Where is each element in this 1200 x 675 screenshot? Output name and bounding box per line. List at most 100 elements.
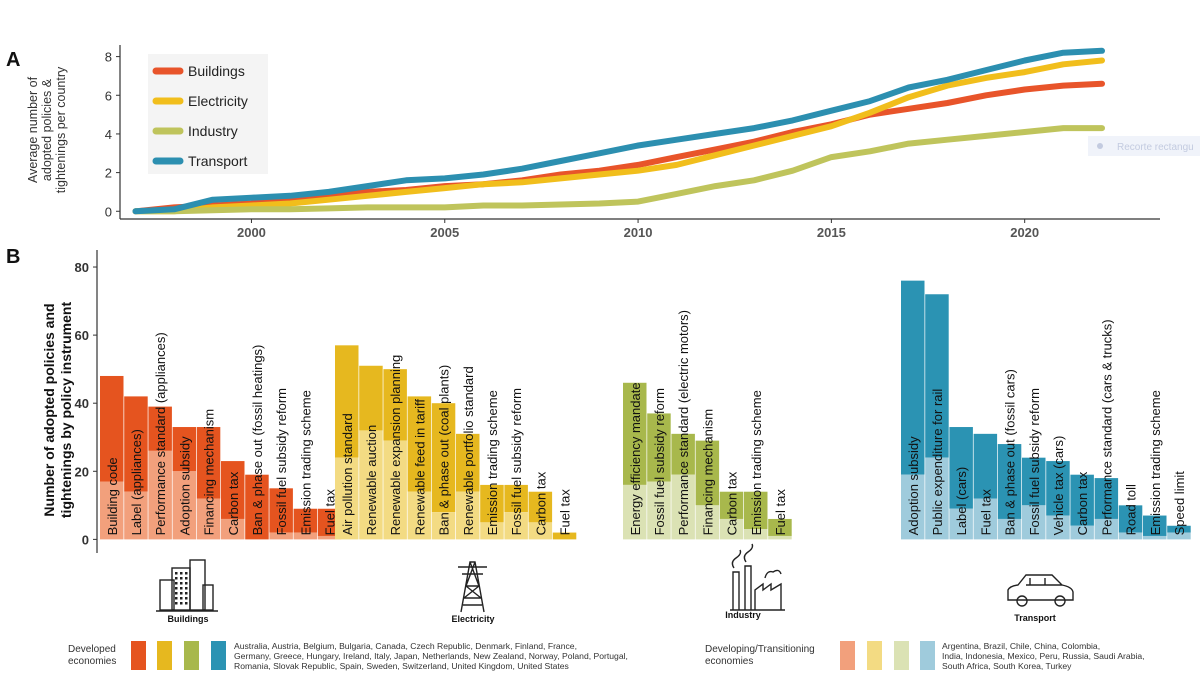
developing-countries-line-2: India, Indonesia, Mexico, Peru, Russia, … [942,651,1145,661]
bar-label-industry-performance-standard-electric-motors: Performance standard (electric motors) [676,310,691,535]
developed-swatch-buildings [131,641,146,670]
bar-label-electricity-fossil-fuel-subsidy-reform: Fossil fuel subsidy reform [509,388,524,535]
bar-developed-buildings-ban-phase-out-fossil-heatings [245,474,269,540]
bar-developed-buildings-emission-trading-scheme [293,508,318,533]
bar-developing-electricity-renewable-portfolio-standard [456,491,480,540]
bar-developed-transport-carbon-tax [1070,474,1094,526]
building-window [175,597,178,600]
bar-developing-transport-fuel-tax [973,498,998,540]
building-window [175,582,178,585]
building-window [180,597,183,600]
developing-label-line-1: Developing/Transitioning [705,644,815,655]
series-line-buildings [132,80,1105,215]
bar-developing-electricity-air-pollution-standard [335,457,359,540]
bar-label-electricity-air-pollution-standard: Air pollution standard [340,413,355,535]
y-tick-label-b-40: 40 [75,396,89,411]
panel-b-bar-chart: B 0 20 40 60 80 Number of adopted policies and… [6,246,1191,553]
building-window [175,572,178,575]
bar-developed-buildings-label-appliances [124,396,148,492]
bar-label-buildings-fossil-fuel-subsidy-reform: Fossil fuel subsidy reform [274,388,289,535]
bar-developed-electricity-air-pollution-standard [335,345,359,458]
bar-developing-buildings-emission-trading-scheme [293,532,318,540]
building-window [185,592,188,595]
y-tick-label-2: 2 [105,166,112,181]
icon-label-transport: Transport [1014,613,1056,623]
developing-countries: Argentina, Brazil, Chile, China, Colombi… [942,641,1145,671]
bar-developing-transport-fossil-fuel-subsidy-reform [1022,505,1046,540]
y-axis-label-b-line-2: tightenings by policy instrument [58,302,74,519]
bar-developed-electricity-renewable-feed-in-tariff [407,396,432,492]
bar-developed-industry-emission-trading-scheme [744,491,768,530]
factory-body [730,565,785,611]
legend-label-buildings: Buildings [188,63,245,79]
developed-swatch-industry [184,641,199,670]
bar-developed-buildings-adoption-subsidy [172,427,197,472]
bar-developing-transport-public-expenditure-for-rail [925,457,949,540]
figure-canvas: A 0 2 4 6 8 2000 2005 2010 2015 2020 Average number… [6,45,1200,624]
building-window [180,577,183,580]
bar-label-industry-energy-efficiency-mandate: Energy efficiency mandate [628,382,643,535]
x-tick-label-2020: 2020 [1010,225,1039,240]
legend-label-transport: Transport [188,153,248,169]
buildings-icon: Buildings [156,559,218,624]
building-window [180,582,183,585]
bar-label-transport-fossil-fuel-subsidy-reform: Fossil fuel subsidy reform [1027,388,1042,535]
bar-developing-electricity-emission-trading-scheme [480,522,504,540]
developing-label-line-2: economies [705,656,754,667]
sector-group-electricity: Air pollution standard Renewable auction R… [335,345,577,540]
bar-developing-transport-performance-standard-cars-trucks [1094,518,1119,540]
series-line-electricity [132,57,1105,215]
factory-smoke [731,543,782,579]
bar-developing-buildings-financing-mechanism [196,498,221,540]
bar-label-electricity-ban-phase-out-coal-plants: Ban & phase out (coal plants) [437,365,452,536]
bar-developed-industry-performance-standard-electric-motors [671,433,695,475]
bar-developing-industry-carbon-tax [719,518,744,540]
building-window [180,587,183,590]
bar-developing-electricity-renewable-feed-in-tariff [407,491,432,540]
legend-label-industry: Industry [188,123,238,139]
car-wheel-front [1016,595,1028,607]
bar-developing-industry-emission-trading-scheme [744,529,768,540]
bar-label-electricity-fuel-tax: Fuel tax [558,489,573,536]
bar-developed-electricity-fuel-tax [552,532,577,540]
bar-developing-electricity-renewable-expansion-planning [383,440,407,540]
bar-developed-transport-public-expenditure-for-rail [925,294,949,458]
series-line-industry [132,125,1105,215]
bar-developing-transport-emission-trading-scheme [1143,535,1167,540]
bar-developed-industry-financing-mechanism [695,440,720,506]
developed-countries-line-2: Germany, Greece, Hungary, Ireland, Italy… [234,651,628,661]
bar-label-industry-financing-mechanism: Financing mechanism [700,409,715,535]
bar-developing-buildings-building-code [100,481,124,540]
sector-group-transport: Adoption subsidy Public expenditure for r… [901,280,1191,540]
y-axis-label-line-2: adopted policies & [40,78,54,181]
bar-developed-buildings-fossil-fuel-subsidy-reform [269,488,293,533]
bar-label-buildings-carbon-tax: Carbon tax [226,471,241,535]
bar-developed-transport-road-toll [1118,505,1143,533]
bar-label-electricity-renewable-expansion-planning: Renewable expansion planning [388,355,403,536]
y-tick-label-b-60: 60 [75,328,89,343]
bar-developed-transport-speed-limit [1167,525,1191,533]
bar-label-transport-label-cars: Label (cars) [954,467,969,536]
bar-label-transport-speed-limit: Speed limit [1172,471,1187,536]
car-wheel-rear [1054,595,1066,607]
building-window [175,577,178,580]
y-tick-label-0: 0 [105,204,112,219]
building-window [185,597,188,600]
bar-label-electricity-renewable-feed-in-tariff: Renewable feed in tariff [412,399,427,536]
x-tick-label-2000: 2000 [237,225,266,240]
building-window [180,572,183,575]
y-tick-label-b-80: 80 [75,260,89,275]
y-axis-label-b: Number of adopted policies andtightening… [41,302,74,519]
y-axis-label-line-1: Average number of [26,76,40,183]
panel-label-a: A [6,49,20,71]
bar-label-industry-emission-trading-scheme: Emission trading scheme [749,390,764,535]
bar-label-electricity-emission-trading-scheme: Emission trading scheme [485,390,500,535]
bar-label-buildings-financing-mechanism: Financing mechanism [202,409,217,535]
y-tick-label-b-0: 0 [82,532,89,547]
panel-a-line-chart: A 0 2 4 6 8 2000 2005 2010 2015 2020 Average number… [6,45,1160,240]
bar-developing-transport-vehicle-tax-cars [1046,515,1070,540]
bar-developing-industry-energy-efficiency-mandate [623,484,647,540]
developed-swatch-transport [211,641,226,670]
bar-developed-buildings-carbon-tax [221,461,245,519]
developed-countries-line-1: Australia, Austria, Belgium, Bulgaria, C… [234,641,577,651]
